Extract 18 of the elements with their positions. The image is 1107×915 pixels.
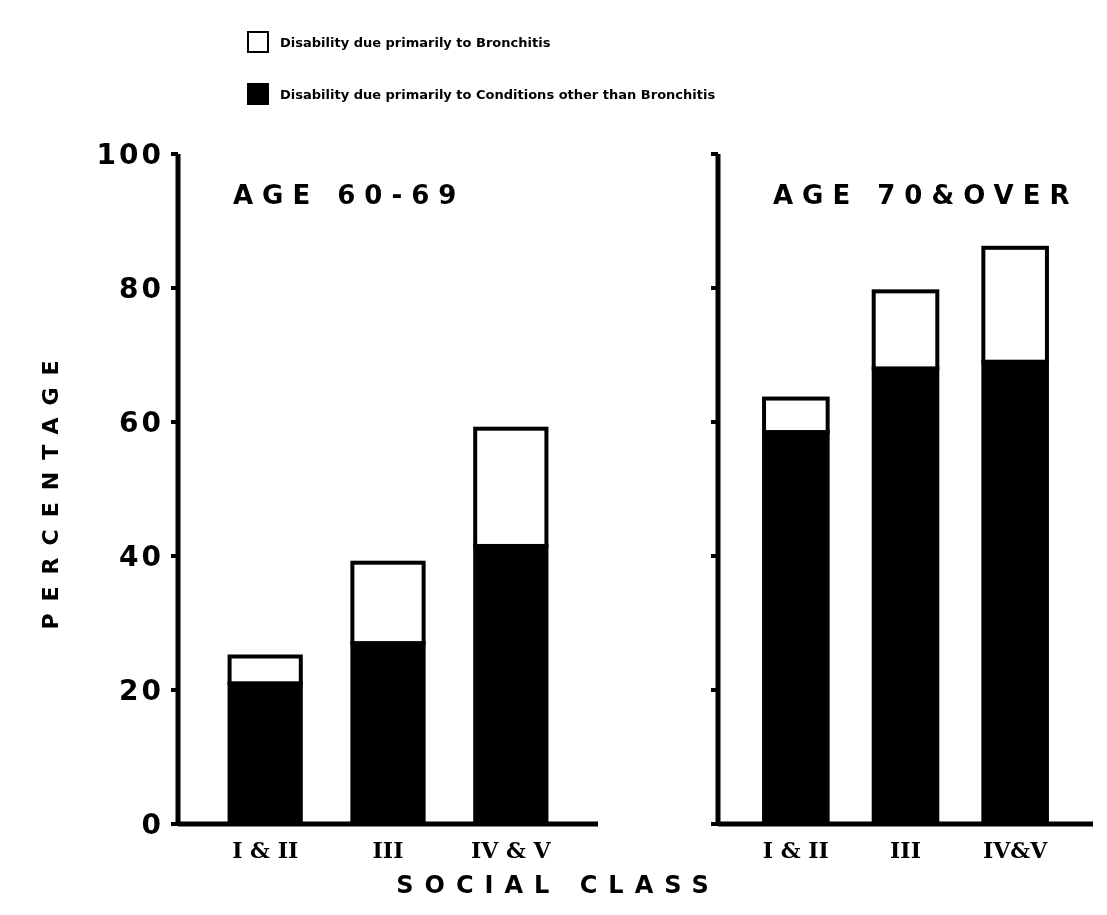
text: AGE 60-69: [233, 180, 466, 210]
x-tick-label: IV&V: [983, 837, 1049, 863]
y-tick-label: 100: [96, 137, 164, 171]
y-tick-label: 40: [119, 539, 164, 573]
x-tick-label: III: [372, 837, 404, 863]
x-tick-label: I & II: [232, 837, 299, 863]
y-tick-label: 0: [141, 807, 164, 841]
x-axis-title: SOCIAL CLASS: [396, 871, 720, 899]
x-tick-label: I & II: [762, 837, 829, 863]
y-tick-label: 60: [119, 405, 164, 439]
legend-label: Disability due primarily to Conditions other than Bronchitis: [280, 86, 716, 102]
legend-label: Disability due primarily to Bronchitis: [280, 34, 551, 50]
text: AGE 70&OVER: [773, 180, 1079, 210]
x-tick-label: IV & V: [470, 837, 552, 863]
y-tick-label: 80: [119, 271, 164, 305]
y-axis-title: PERCENTAGE: [38, 348, 63, 630]
y-tick-label: 20: [119, 673, 164, 707]
x-tick-label: III: [890, 837, 921, 863]
